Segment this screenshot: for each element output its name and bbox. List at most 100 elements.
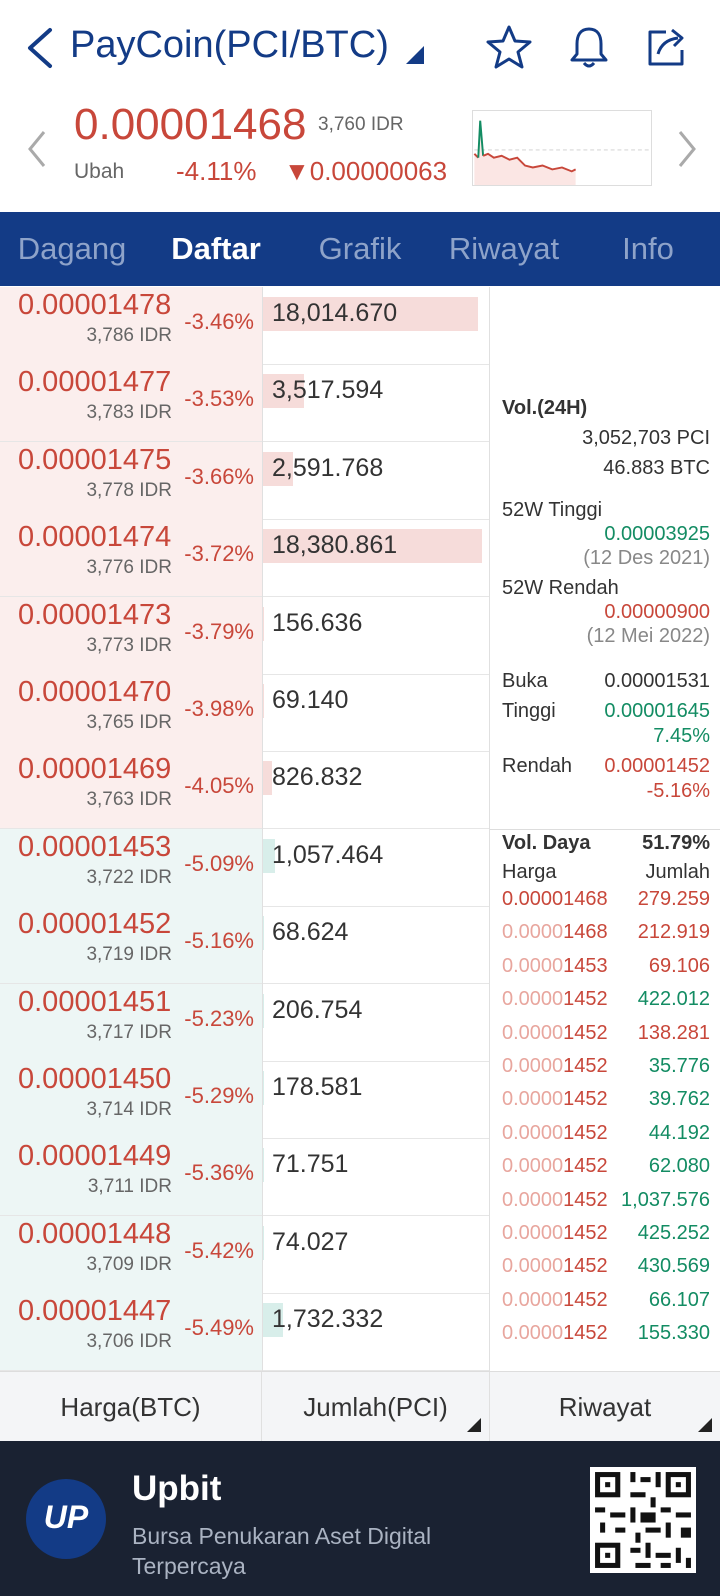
ask-row[interactable]: 0.00001470 3,765 IDR -3.98% 69.140: [0, 674, 490, 752]
trade-row: 0.00001452 62.080: [490, 1155, 720, 1189]
market-info-panel: Vol.(24H) 3,052,703 PCI 46.883 BTC 52W T…: [490, 287, 720, 1371]
quantity-bar: [262, 839, 275, 873]
brand-tagline: Bursa Penukaran Aset Digital Terpercaya: [132, 1523, 432, 1579]
sort-price-tab[interactable]: Harga(BTC): [0, 1372, 262, 1442]
price-cell[interactable]: 0.00001474 3,776 IDR -3.72%: [0, 519, 262, 596]
order-quantity: 68.624: [272, 918, 349, 946]
trade-row: 0.00001452 430.569: [490, 1255, 720, 1289]
page-title[interactable]: PayCoin(PCI/BTC): [70, 24, 389, 66]
trade-price-digits: 1468: [563, 921, 608, 944]
trade-price-digits: 1452: [563, 988, 608, 1011]
upbit-banner[interactable]: UP Upbit Bursa Penukaran Aset Digital Te…: [0, 1441, 720, 1596]
order-price: 0.00001447: [18, 1295, 172, 1327]
next-arrow-icon[interactable]: [672, 126, 702, 172]
order-change-percent: -3.53%: [184, 386, 254, 411]
corner-caret-icon: [698, 1418, 712, 1432]
price-cell[interactable]: 0.00001469 3,763 IDR -4.05%: [0, 751, 262, 828]
tab-dagang[interactable]: Dagang: [17, 231, 127, 266]
bid-row[interactable]: 0.00001451 3,717 IDR -5.23% 206.754: [0, 984, 490, 1062]
divider: [262, 287, 263, 1371]
quantity-bar: [262, 529, 482, 563]
tab-grafik[interactable]: Grafik: [318, 231, 402, 266]
price-cell[interactable]: 0.00001447 3,706 IDR -5.49%: [0, 1293, 262, 1370]
order-price: 0.00001453: [18, 831, 172, 863]
ask-row[interactable]: 0.00001477 3,783 IDR -3.53% 3,517.594: [0, 364, 490, 442]
price-cell[interactable]: 0.00001477 3,783 IDR -3.53%: [0, 364, 262, 441]
bid-row[interactable]: 0.00001448 3,709 IDR -5.42% 74.027: [0, 1216, 490, 1294]
price-cell[interactable]: 0.00001475 3,778 IDR -3.66%: [0, 442, 262, 519]
share-icon[interactable]: [644, 24, 690, 70]
trade-quantity: 430.569: [637, 1255, 710, 1278]
order-price-idr: 3,765 IDR: [86, 712, 172, 733]
ask-row[interactable]: 0.00001474 3,776 IDR -3.72% 18,380.861: [0, 519, 490, 597]
price-cell[interactable]: 0.00001451 3,717 IDR -5.23%: [0, 984, 262, 1061]
trade-price-prefix: 0.0000: [502, 921, 564, 944]
order-quantity: 18,014.670: [272, 299, 398, 327]
ask-row[interactable]: 0.00001473 3,773 IDR -3.79% 156.636: [0, 597, 490, 675]
bid-row[interactable]: 0.00001452 3,719 IDR -5.16% 68.624: [0, 906, 490, 984]
tab-daftar[interactable]: Daftar: [171, 231, 261, 266]
price-cell[interactable]: 0.00001470 3,765 IDR -3.98%: [0, 674, 262, 751]
bid-row[interactable]: 0.00001450 3,714 IDR -5.29% 178.581: [0, 1061, 490, 1139]
change-percent: -4.11%: [176, 156, 257, 186]
price-sparkline[interactable]: [472, 110, 652, 186]
ask-row[interactable]: 0.00001475 3,778 IDR -3.66% 2,591.768: [0, 442, 490, 520]
order-price: 0.00001475: [18, 444, 172, 476]
history-tab[interactable]: Riwayat: [490, 1372, 720, 1442]
sort-quantity-tab[interactable]: Jumlah(PCI): [262, 1372, 490, 1442]
price-cell[interactable]: 0.00001478 3,786 IDR -3.46%: [0, 287, 262, 364]
trade-price: 0.00001452: [502, 1088, 608, 1111]
bid-row[interactable]: 0.00001447 3,706 IDR -5.49% 1,732.332: [0, 1293, 490, 1371]
order-price-idr: 3,773 IDR: [86, 635, 172, 656]
bid-row[interactable]: 0.00001449 3,711 IDR -5.36% 71.751: [0, 1138, 490, 1216]
trade-price: 0.00001452: [502, 1155, 608, 1178]
price-cell[interactable]: 0.00001448 3,709 IDR -5.42%: [0, 1216, 262, 1293]
bid-row[interactable]: 0.00001453 3,722 IDR -5.09% 1,057.464: [0, 829, 490, 907]
order-change-percent: -4.05%: [184, 773, 254, 798]
ask-row[interactable]: 0.00001478 3,786 IDR -3.46% 18,014.670: [0, 287, 490, 365]
order-price: 0.00001477: [18, 366, 172, 398]
trade-price: 0.00001452: [502, 1222, 608, 1245]
price-summary: 0.00001468 3,760 IDR Ubah -4.11% ▼0.0000…: [0, 100, 720, 212]
order-quantity: 3,517.594: [272, 376, 384, 404]
tab-riwayat[interactable]: Riwayat: [448, 231, 560, 266]
order-quantity: 826.832: [272, 763, 363, 791]
price-cell[interactable]: 0.00001473 3,773 IDR -3.79%: [0, 597, 262, 674]
order-quantity: 71.751: [272, 1150, 349, 1178]
price-cell[interactable]: 0.00001450 3,714 IDR -5.29%: [0, 1061, 262, 1138]
order-change-percent: -5.42%: [184, 1238, 254, 1263]
back-icon[interactable]: [22, 24, 58, 72]
trade-price: 0.00001468: [502, 888, 608, 911]
logo-text: UP: [43, 1499, 89, 1535]
order-price: 0.00001478: [18, 289, 172, 321]
trade-price-digits: 1452: [563, 1088, 608, 1111]
order-change-percent: -5.16%: [184, 928, 254, 953]
trade-row: 0.00001468 212.919: [490, 921, 720, 955]
trade-quantity: 422.012: [637, 988, 710, 1011]
order-quantity: 1,732.332: [272, 1305, 384, 1333]
sort-quantity-label: Jumlah(PCI): [303, 1391, 448, 1422]
quantity-bar: [262, 994, 264, 1028]
trade-price-prefix: 0.0000: [502, 1055, 564, 1077]
open-label: Buka: [502, 670, 548, 692]
change-absolute: ▼0.00000063: [284, 156, 448, 186]
dropdown-caret-icon[interactable]: [406, 46, 424, 64]
price-cell[interactable]: 0.00001452 3,719 IDR -5.16%: [0, 906, 262, 983]
star-icon[interactable]: [486, 24, 532, 70]
tab-info[interactable]: Info: [622, 231, 674, 266]
trade-row: 0.00001452 138.281: [490, 1022, 720, 1056]
trade-row: 0.00001453 69.106: [490, 955, 720, 989]
trade-price-prefix: 0.0000: [502, 1155, 564, 1178]
trade-row: 0.00001452 66.107: [490, 1289, 720, 1323]
high-value: 0.00001645: [604, 700, 710, 722]
price-cell[interactable]: 0.00001453 3,722 IDR -5.09%: [0, 829, 262, 906]
low52-label: 52W Rendah: [502, 577, 619, 599]
ask-row[interactable]: 0.00001469 3,763 IDR -4.05% 826.832: [0, 751, 490, 829]
trade-price: 0.00001452: [502, 988, 608, 1011]
prev-arrow-icon[interactable]: [22, 126, 52, 172]
price-cell[interactable]: 0.00001449 3,711 IDR -5.36%: [0, 1138, 262, 1215]
bell-icon[interactable]: [566, 24, 612, 70]
bottom-tabs: Harga(BTC) Jumlah(PCI) Riwayat: [0, 1371, 720, 1442]
trade-price-digits: 1452: [563, 1322, 608, 1345]
trade-quantity: 425.252: [637, 1222, 710, 1244]
